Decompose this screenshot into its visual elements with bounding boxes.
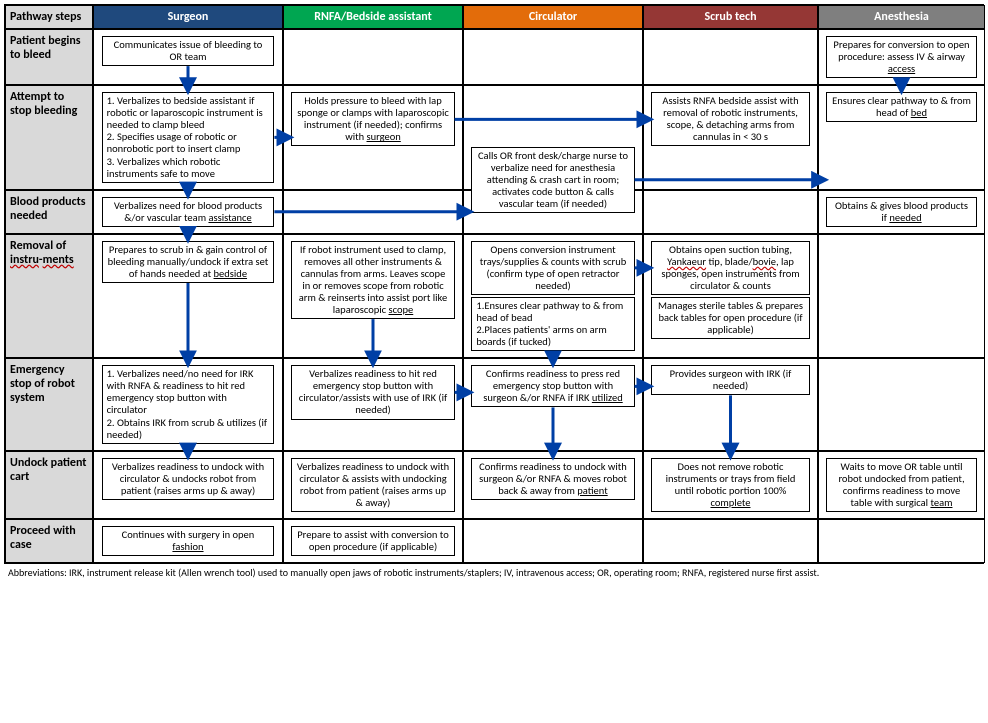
node-r5: Verbalizes readiness to hit red emergenc… [291, 365, 454, 419]
step-label: Blood products needed [5, 190, 93, 234]
cell-scrub: Assists RNFA bedside assist with removal… [643, 85, 818, 189]
node-a1: Prepares for conversion to open procedur… [826, 36, 977, 78]
cell-rnfa [283, 190, 463, 234]
node-r4: If robot instrument used to clamp, remov… [291, 241, 454, 319]
diagram-wrap: Pathway stepsSurgeonRNFA/Bedside assista… [4, 4, 984, 564]
step-label: Emergency stop of robot system [5, 358, 93, 450]
cell-anesth [818, 519, 985, 563]
step-label: Removal of instru-ments [5, 234, 93, 359]
cell-scrub: Does not remove robotic instruments or t… [643, 451, 818, 519]
header-anesthesia: Anesthesia [818, 5, 985, 29]
node-r6: Verbalizes readiness to undock with circ… [291, 458, 454, 512]
step-label: Proceed with case [5, 519, 93, 563]
node-c4b: 1.Ensures clear pathway to & from head o… [471, 297, 634, 351]
node-a6: Waits to move OR table until robot undoc… [826, 458, 977, 512]
cell-scrub [643, 190, 818, 234]
header-rnfa-bedside-assistant: RNFA/Bedside assistant [283, 5, 463, 29]
node-c6: Confirms readiness to undock with surgeo… [471, 458, 634, 500]
cell-scrub: Provides surgeon with IRK (if needed) [643, 358, 818, 450]
header-scrub-tech: Scrub tech [643, 5, 818, 29]
node-c4a: Opens conversion instrument trays/suppli… [471, 241, 634, 295]
pathway-grid: Pathway stepsSurgeonRNFA/Bedside assista… [4, 4, 984, 564]
cell-rnfa: Verbalizes readiness to undock with circ… [283, 451, 463, 519]
cell-circ: Confirms readiness to press red emergenc… [463, 358, 643, 450]
cell-surgeon: Prepares to scrub in & gain control of b… [93, 234, 283, 359]
step-label: Undock patient cart [5, 451, 93, 519]
cell-rnfa: If robot instrument used to clamp, remov… [283, 234, 463, 359]
node-s1: Communicates issue of bleeding to OR tea… [102, 36, 275, 66]
cell-surgeon: Communicates issue of bleeding to OR tea… [93, 29, 283, 85]
step-label: Patient begins to bleed [5, 29, 93, 85]
node-s4: Prepares to scrub in & gain control of b… [102, 241, 275, 283]
cell-scrub [643, 29, 818, 85]
cell-rnfa: Verbalizes readiness to hit red emergenc… [283, 358, 463, 450]
header-surgeon: Surgeon [93, 5, 283, 29]
node-c5: Confirms readiness to press red emergenc… [471, 365, 634, 407]
cell-surgeon: 1. Verbalizes to bedside assistant if ro… [93, 85, 283, 189]
header-steps: Pathway steps [5, 5, 93, 29]
node-t4a: Obtains open suction tubing, Yankaeur ti… [651, 241, 809, 295]
header-circulator: Circulator [463, 5, 643, 29]
cell-anesth: Ensures clear pathway to & from head of … [818, 85, 985, 189]
cell-circ [463, 29, 643, 85]
cell-rnfa: Prepare to assist with conversion to ope… [283, 519, 463, 563]
cell-anesth [818, 358, 985, 450]
cell-circ: Confirms readiness to undock with surgeo… [463, 451, 643, 519]
node-t2: Assists RNFA bedside assist with removal… [651, 92, 809, 146]
node-r7: Prepare to assist with conversion to ope… [291, 526, 454, 556]
node-c3: Calls OR front desk/charge nurse to verb… [471, 147, 634, 213]
cell-anesth: Obtains & gives blood products if needed [818, 190, 985, 234]
node-r2: Holds pressure to bleed with lap sponge … [291, 92, 454, 146]
node-a3: Obtains & gives blood products if needed [826, 197, 977, 227]
cell-scrub [643, 519, 818, 563]
cell-surgeon: Continues with surgery in open fashion [93, 519, 283, 563]
cell-scrub: Obtains open suction tubing, Yankaeur ti… [643, 234, 818, 359]
cell-anesth: Prepares for conversion to open procedur… [818, 29, 985, 85]
node-a2: Ensures clear pathway to & from head of … [826, 92, 977, 122]
footnote: Abbreviations: IRK, instrument release k… [4, 564, 984, 581]
node-t4b: Manages sterile tables & prepares back t… [651, 297, 809, 339]
cell-anesth [818, 234, 985, 359]
cell-circ: Calls OR front desk/charge nurse to verb… [463, 190, 643, 234]
cell-surgeon: 1. Verbalizes need/no need for IRK with … [93, 358, 283, 450]
node-s2: 1. Verbalizes to bedside assistant if ro… [102, 92, 275, 182]
cell-rnfa [283, 29, 463, 85]
node-s5: 1. Verbalizes need/no need for IRK with … [102, 365, 275, 443]
cell-anesth: Waits to move OR table until robot undoc… [818, 451, 985, 519]
node-t6: Does not remove robotic instruments or t… [651, 458, 809, 512]
cell-surgeon: Verbalizes readiness to undock with circ… [93, 451, 283, 519]
step-label: Attempt to stop bleeding [5, 85, 93, 189]
cell-circ: Opens conversion instrument trays/suppli… [463, 234, 643, 359]
cell-circ [463, 519, 643, 563]
cell-surgeon: Verbalizes need for blood products &/or … [93, 190, 283, 234]
node-t5: Provides surgeon with IRK (if needed) [651, 365, 809, 395]
node-s6: Verbalizes readiness to undock with circ… [102, 458, 275, 500]
cell-rnfa: Holds pressure to bleed with lap sponge … [283, 85, 463, 189]
node-s3: Verbalizes need for blood products &/or … [102, 197, 275, 227]
node-s7: Continues with surgery in open fashion [102, 526, 275, 556]
